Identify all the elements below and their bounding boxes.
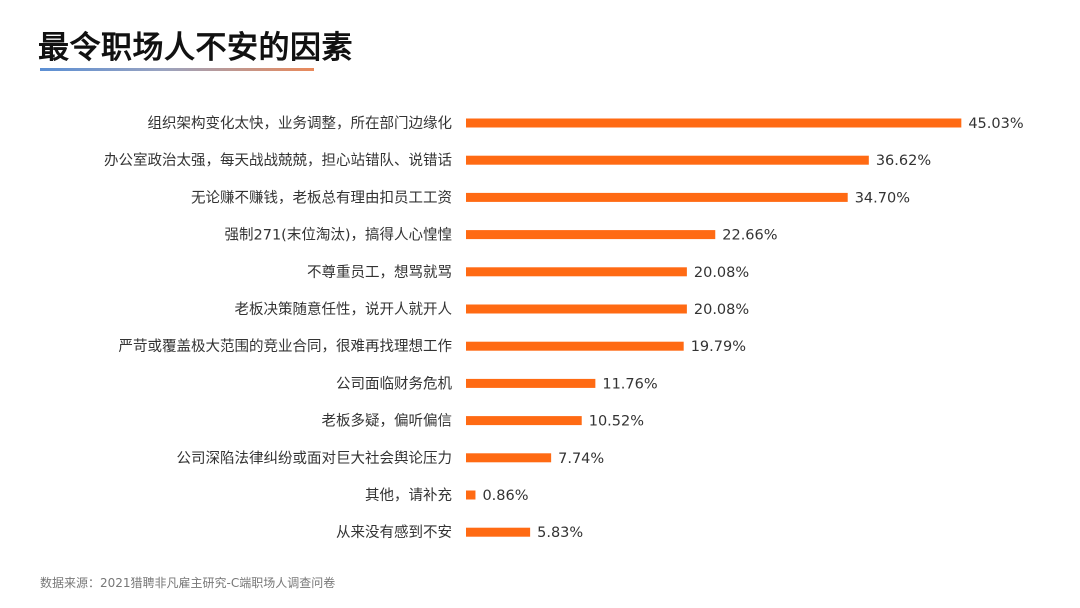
value-label: 0.86% <box>482 488 528 504</box>
bar <box>466 341 684 351</box>
bar <box>466 527 531 537</box>
bar <box>466 378 596 388</box>
value-label: 10.52% <box>589 414 644 430</box>
category-label: 不尊重员工，想骂就骂 <box>307 264 452 281</box>
bar <box>466 453 552 463</box>
value-label: 11.76% <box>602 376 657 392</box>
value-label: 45.03% <box>968 116 1023 132</box>
value-label: 34.70% <box>855 190 910 206</box>
data-source-note: 数据来源：2021猎聘非凡雇主研究-C端职场人调查问卷 <box>40 576 336 590</box>
category-label: 组织架构变化太快，业务调整，所在部门边缘化 <box>148 115 453 132</box>
category-label: 其他，请补充 <box>365 487 452 504</box>
category-label: 办公室政治太强，每天战战兢兢，担心站错队、说错话 <box>104 152 452 169</box>
value-label: 5.83% <box>537 525 583 541</box>
value-label: 19.79% <box>691 339 746 355</box>
category-label: 从来没有感到不安 <box>336 524 452 541</box>
category-label: 老板决策随意任性，说开人就开人 <box>235 300 453 318</box>
bar <box>466 192 848 202</box>
value-label: 20.08% <box>694 265 749 281</box>
value-label: 7.74% <box>558 451 604 467</box>
value-label: 36.62% <box>876 153 931 169</box>
category-label: 公司面临财务危机 <box>336 375 452 392</box>
category-label: 严苛或覆盖极大范围的竞业合同，很难再找理想工作 <box>119 337 453 355</box>
category-label: 老板多疑，偏听偏信 <box>322 412 453 430</box>
value-label: 22.66% <box>722 228 777 244</box>
bar <box>466 416 582 426</box>
bar <box>466 304 687 314</box>
category-label: 强制271(末位淘汰)，搞得人心惶惶 <box>225 227 453 244</box>
bar <box>466 155 869 165</box>
bar-chart: 组织架构变化太快，业务调整，所在部门边缘化 45.03% 办公室政治太强，每天战战兢… <box>104 115 1024 541</box>
title-underline <box>40 68 314 71</box>
category-label: 无论赚不赚钱，老板总有理由扣员工工资 <box>191 188 452 206</box>
value-label: 20.08% <box>694 302 749 318</box>
bar <box>466 490 476 500</box>
page-title: 最令职场人不安的因素 <box>38 30 353 66</box>
bar <box>466 118 962 128</box>
category-label: 公司深陷法律纠纷或面对巨大社会舆论压力 <box>177 450 453 467</box>
bar <box>466 230 716 240</box>
bar <box>466 267 687 277</box>
